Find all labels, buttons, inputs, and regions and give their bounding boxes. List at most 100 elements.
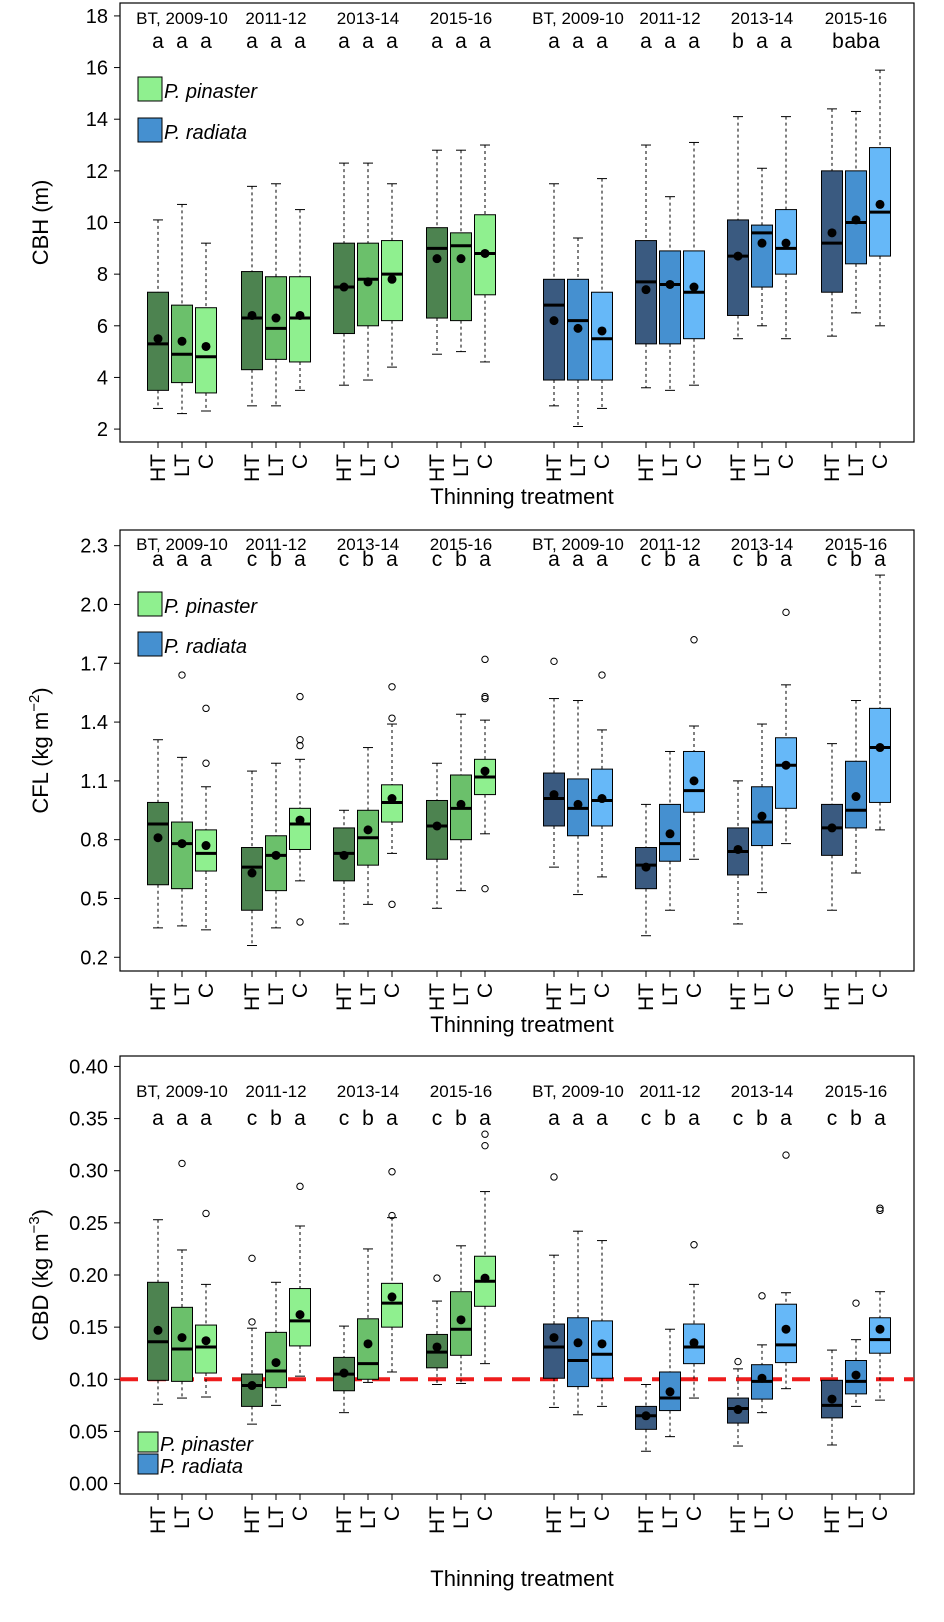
cbd-xtick-label: LT bbox=[845, 1506, 868, 1529]
cbh-significance-letter: a bbox=[338, 30, 350, 53]
cfl-significance-letter: c bbox=[339, 548, 350, 571]
cbh-period-label: 2013-14 bbox=[337, 9, 399, 28]
cfl-xtick-label: LT bbox=[450, 983, 473, 1006]
cbh-significance-letter: a bbox=[688, 30, 700, 53]
mean-point bbox=[549, 790, 559, 800]
cfl-xtick-label: HT bbox=[147, 983, 170, 1011]
outlier-point bbox=[388, 714, 396, 722]
mean-point bbox=[201, 841, 211, 851]
cbh-significance-letter: a bbox=[294, 30, 306, 53]
cfl-y-axis-label: CFL (kg m−2) bbox=[26, 687, 53, 813]
mean-point bbox=[757, 238, 767, 248]
mean-point bbox=[201, 341, 211, 351]
cbh-significance-letter: a bbox=[780, 30, 792, 53]
cbd-box-6-HT bbox=[727, 1357, 749, 1447]
cfl-significance-letter: c bbox=[247, 548, 258, 571]
cbd-xtick-label: LT bbox=[265, 1506, 288, 1529]
cbh-box-1-HT bbox=[241, 185, 263, 407]
cbh-ytick-label: 12 bbox=[86, 161, 108, 183]
box-iqr bbox=[751, 224, 773, 288]
cfl-period-label: 2011-12 bbox=[245, 535, 306, 554]
cbh-significance-letter: b bbox=[732, 30, 744, 53]
mean-point bbox=[851, 215, 861, 225]
cbh-xtick-label: HT bbox=[147, 454, 170, 482]
cfl-period-label: 2013-14 bbox=[731, 535, 793, 554]
box-iqr bbox=[426, 227, 448, 319]
cfl-period-label: 2011-12 bbox=[639, 535, 700, 554]
cbd-period-label: 2011-12 bbox=[245, 1082, 306, 1101]
mean-point bbox=[295, 815, 305, 825]
cfl-significance-letter: c bbox=[733, 548, 744, 571]
cbd-xtick-label: HT bbox=[727, 1506, 750, 1534]
cfl-significance-letter: b bbox=[362, 548, 374, 571]
cbh-ytick-label: 2 bbox=[97, 419, 108, 441]
cbh-xtick-label: LT bbox=[845, 454, 868, 477]
cbh-xtick-label: C bbox=[289, 454, 312, 469]
cfl-significance-letter: a bbox=[874, 548, 886, 571]
cfl-box-1-HT bbox=[241, 770, 263, 947]
mean-point bbox=[665, 1387, 675, 1397]
cbh-xtick-label: LT bbox=[450, 454, 473, 477]
cfl-significance-letter: a bbox=[386, 548, 398, 571]
cbh-period-label: BT, 2009-10 bbox=[136, 9, 228, 28]
mean-point bbox=[153, 833, 163, 843]
outlier-point bbox=[388, 683, 396, 691]
outlier-point bbox=[296, 736, 304, 744]
mean-point bbox=[387, 1292, 397, 1302]
cbh-xtick-label: C bbox=[381, 454, 404, 469]
cfl-xtick-label: C bbox=[683, 983, 706, 998]
cbd-period-label: 2013-14 bbox=[731, 1082, 793, 1101]
cfl-significance-letter: a bbox=[548, 548, 560, 571]
cbd-xtick-label: HT bbox=[635, 1506, 658, 1534]
cfl-xtick-label: LT bbox=[845, 983, 868, 1006]
cbd-legend-label: P. pinaster bbox=[160, 1434, 254, 1456]
cbd-ytick-label: 0.40 bbox=[69, 1056, 108, 1078]
cbd-significance-letter: a bbox=[200, 1107, 212, 1130]
outlier-point bbox=[876, 1204, 884, 1212]
cbd-xtick-label: HT bbox=[543, 1506, 566, 1534]
cfl-box-2-HT bbox=[333, 809, 355, 925]
cfl-ytick-label: 0.2 bbox=[80, 947, 108, 969]
cbd-box-6-LT bbox=[751, 1292, 773, 1414]
cfl-xtick-label: LT bbox=[265, 983, 288, 1006]
box-iqr bbox=[567, 1317, 589, 1388]
cbd-significance-letter: b bbox=[664, 1107, 676, 1130]
cfl-significance-letter: a bbox=[176, 548, 188, 571]
cbd-significance-letter: c bbox=[827, 1107, 838, 1130]
outlier-point bbox=[782, 608, 790, 617]
box-iqr bbox=[775, 737, 797, 809]
cfl-significance-letter: b bbox=[664, 548, 676, 571]
cbd-box-0-C bbox=[195, 1209, 217, 1398]
mean-point bbox=[875, 743, 885, 753]
cbd-significance-letter: b bbox=[270, 1107, 282, 1130]
outlier-point bbox=[296, 1182, 304, 1191]
cbh-box-7-HT bbox=[821, 108, 843, 337]
cbh-box-4-C bbox=[591, 178, 613, 409]
cbd-box-4-C bbox=[591, 1240, 613, 1407]
cbh-legend-swatch bbox=[137, 76, 163, 102]
cfl-xtick-label: HT bbox=[241, 983, 264, 1011]
cbd-ytick-label: 0.25 bbox=[69, 1213, 108, 1235]
cfl-period-label: BT, 2009-10 bbox=[532, 535, 624, 554]
cbh-xtick-label: HT bbox=[727, 454, 750, 482]
cfl-legend-swatch bbox=[137, 631, 163, 657]
mean-point bbox=[271, 850, 281, 860]
cfl-xtick-label: C bbox=[591, 983, 614, 998]
cbh-significance-letter: a bbox=[270, 30, 282, 53]
cbd-significance-letter: a bbox=[874, 1107, 886, 1130]
cbh-box-3-HT bbox=[426, 149, 448, 355]
cbh-box-2-LT bbox=[357, 162, 379, 381]
cbh-ytick-label: 4 bbox=[97, 367, 108, 389]
cfl-box-2-LT bbox=[357, 747, 379, 905]
cbh-period-label: 2015-16 bbox=[430, 9, 492, 28]
mean-point bbox=[597, 1339, 607, 1349]
cbd-box-1-LT bbox=[265, 1281, 287, 1406]
mean-point bbox=[363, 277, 373, 287]
cbd-xtick-label: C bbox=[474, 1506, 497, 1521]
cfl-box-7-LT bbox=[845, 700, 867, 874]
cbd-box-7-HT bbox=[821, 1349, 843, 1446]
cfl-box-4-C bbox=[591, 671, 613, 878]
outlier-point bbox=[481, 694, 489, 703]
mean-point bbox=[827, 823, 837, 833]
cfl-xtick-label: HT bbox=[543, 983, 566, 1011]
